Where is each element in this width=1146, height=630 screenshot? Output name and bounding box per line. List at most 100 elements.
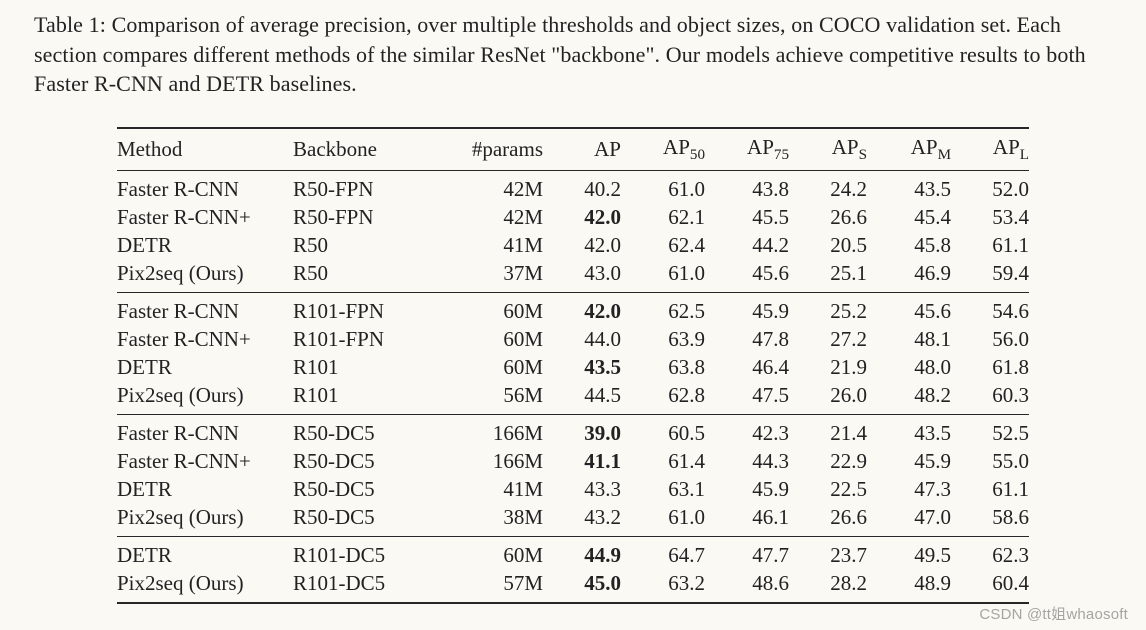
cell: 41.1 <box>543 448 621 476</box>
cell: 45.9 <box>705 293 789 326</box>
cell: 48.0 <box>867 354 951 382</box>
cell: 47.7 <box>705 537 789 570</box>
cell: 37M <box>433 260 543 293</box>
cell: 61.0 <box>621 504 705 537</box>
col-params: #params <box>433 128 543 171</box>
col-backbone: Backbone <box>293 128 433 171</box>
cell: 48.9 <box>867 570 951 604</box>
caption-text: Comparison of average precision, over mu… <box>34 12 1086 96</box>
cell: 60.3 <box>951 382 1029 415</box>
cell: 42.3 <box>705 415 789 448</box>
cell: 47.8 <box>705 326 789 354</box>
cell: 44.3 <box>705 448 789 476</box>
cell: 45.9 <box>867 448 951 476</box>
cell: R50-DC5 <box>293 415 433 448</box>
cell: 52.5 <box>951 415 1029 448</box>
cell: 40.2 <box>543 171 621 204</box>
cell: 43.3 <box>543 476 621 504</box>
table-row: Pix2seq (Ours)R50-DC538M43.261.046.126.6… <box>117 504 1029 537</box>
cell: 46.1 <box>705 504 789 537</box>
cell: 45.5 <box>705 204 789 232</box>
cell: R50-DC5 <box>293 504 433 537</box>
cell: R50-FPN <box>293 204 433 232</box>
cell: 21.9 <box>789 354 867 382</box>
cell: 61.0 <box>621 171 705 204</box>
cell: 60M <box>433 354 543 382</box>
cell: 38M <box>433 504 543 537</box>
cell: R101 <box>293 382 433 415</box>
table-row: Faster R-CNNR101-FPN60M42.062.545.925.24… <box>117 293 1029 326</box>
cell: R101 <box>293 354 433 382</box>
cell: 60M <box>433 537 543 570</box>
cell: 47.0 <box>867 504 951 537</box>
cell: 43.0 <box>543 260 621 293</box>
cell: 48.2 <box>867 382 951 415</box>
cell: R50-DC5 <box>293 448 433 476</box>
table-row: Faster R-CNN+R101-FPN60M44.063.947.827.2… <box>117 326 1029 354</box>
cell: 22.9 <box>789 448 867 476</box>
cell: Pix2seq (Ours) <box>117 504 293 537</box>
table-row: DETRR5041M42.062.444.220.545.861.1 <box>117 232 1029 260</box>
cell: 26.6 <box>789 504 867 537</box>
cell: 62.1 <box>621 204 705 232</box>
cell: 55.0 <box>951 448 1029 476</box>
section-0: Faster R-CNNR50-FPN42M40.261.043.824.243… <box>117 171 1029 293</box>
cell: 60M <box>433 293 543 326</box>
cell: 48.6 <box>705 570 789 604</box>
cell: Faster R-CNN <box>117 415 293 448</box>
cell: R50 <box>293 260 433 293</box>
cell: 53.4 <box>951 204 1029 232</box>
cell: 62.4 <box>621 232 705 260</box>
cell: 61.1 <box>951 476 1029 504</box>
cell: 56M <box>433 382 543 415</box>
cell: 43.5 <box>543 354 621 382</box>
cell: 21.4 <box>789 415 867 448</box>
cell: 20.5 <box>789 232 867 260</box>
cell: DETR <box>117 537 293 570</box>
cell: 44.0 <box>543 326 621 354</box>
cell: DETR <box>117 354 293 382</box>
cell: R101-FPN <box>293 326 433 354</box>
cell: 43.2 <box>543 504 621 537</box>
cell: 24.2 <box>789 171 867 204</box>
cell: DETR <box>117 476 293 504</box>
page: Table 1: Comparison of average precision… <box>0 0 1146 604</box>
col-apl: APL <box>951 128 1029 171</box>
cell: 44.5 <box>543 382 621 415</box>
cell: R101-DC5 <box>293 570 433 604</box>
cell: 45.4 <box>867 204 951 232</box>
cell: Faster R-CNN+ <box>117 326 293 354</box>
table-row: DETRR50-DC541M43.363.145.922.547.361.1 <box>117 476 1029 504</box>
col-apm: APM <box>867 128 951 171</box>
table-row: DETRR101-DC560M44.964.747.723.749.562.3 <box>117 537 1029 570</box>
table-head: MethodBackbone#paramsAPAP50AP75APSAPMAPL <box>117 128 1029 171</box>
cell: 52.0 <box>951 171 1029 204</box>
cell: 42.0 <box>543 204 621 232</box>
cell: 41M <box>433 476 543 504</box>
cell: 59.4 <box>951 260 1029 293</box>
cell: R101-DC5 <box>293 537 433 570</box>
cell: 23.7 <box>789 537 867 570</box>
table-row: Faster R-CNNR50-FPN42M40.261.043.824.243… <box>117 171 1029 204</box>
cell: 44.9 <box>543 537 621 570</box>
cell: Pix2seq (Ours) <box>117 570 293 604</box>
cell: 44.2 <box>705 232 789 260</box>
cell: Faster R-CNN+ <box>117 448 293 476</box>
col-ap75: AP75 <box>705 128 789 171</box>
cell: 166M <box>433 448 543 476</box>
cell: Faster R-CNN <box>117 293 293 326</box>
cell: Pix2seq (Ours) <box>117 382 293 415</box>
cell: 26.0 <box>789 382 867 415</box>
cell: 166M <box>433 415 543 448</box>
cell: 42.0 <box>543 232 621 260</box>
section-2: Faster R-CNNR50-DC5166M39.060.542.321.44… <box>117 415 1029 537</box>
col-aps: APS <box>789 128 867 171</box>
cell: Pix2seq (Ours) <box>117 260 293 293</box>
section-1: Faster R-CNNR101-FPN60M42.062.545.925.24… <box>117 293 1029 415</box>
cell: 64.7 <box>621 537 705 570</box>
cell: 41M <box>433 232 543 260</box>
cell: 48.1 <box>867 326 951 354</box>
cell: 60.4 <box>951 570 1029 604</box>
cell: Faster R-CNN+ <box>117 204 293 232</box>
cell: 60M <box>433 326 543 354</box>
